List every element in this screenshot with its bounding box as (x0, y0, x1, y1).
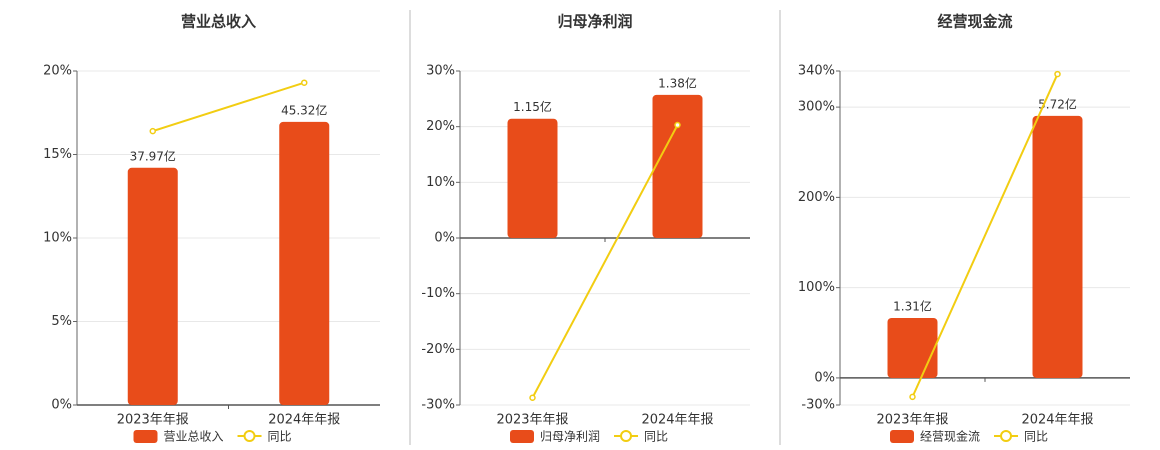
chart-title: 经营现金流 (937, 13, 1012, 31)
y-tick-label: 20% (426, 119, 455, 134)
y-tick-label: 100% (798, 280, 835, 295)
bar (127, 167, 178, 405)
legend-label: 归母净利润 (540, 430, 600, 444)
value-label: 1.15亿 (513, 99, 552, 114)
y-tick-label: 30% (426, 64, 455, 79)
y-tick-label: 5% (51, 314, 72, 329)
y-tick-label: -10% (421, 286, 455, 301)
line (152, 81, 305, 133)
bar (279, 121, 330, 406)
value-label: 37.97亿 (130, 148, 176, 163)
legend-swatch (243, 430, 256, 442)
y-tick-label: 0% (814, 370, 835, 385)
legend-label: 经营现金流 (920, 429, 980, 444)
value-label: 1.31亿 (893, 298, 932, 313)
legend-label: 同比 (644, 430, 668, 444)
x-tick-label: 2024年年报 (641, 413, 713, 428)
line (911, 73, 1059, 398)
value-label: 45.32亿 (281, 102, 327, 117)
y-tick-label: -30% (421, 398, 455, 413)
y-tick-label: 340% (798, 64, 835, 79)
line (531, 124, 679, 399)
line-point (301, 79, 308, 86)
y-tick-label: -30% (801, 398, 835, 413)
y-tick-label: 10% (43, 231, 72, 246)
y-tick-label: 10% (426, 175, 455, 190)
y-tick-label: 0% (434, 231, 455, 246)
chart-title: 归母净利润 (557, 13, 632, 31)
y-tick-label: 15% (43, 147, 72, 162)
legend-swatch (620, 430, 633, 442)
line-point (674, 121, 681, 129)
y-tick-label: 300% (798, 100, 835, 115)
line-point (1054, 70, 1061, 78)
legend-swatch (510, 430, 534, 443)
legend-swatch (890, 430, 914, 443)
bar (652, 94, 703, 238)
y-tick-label: 200% (798, 190, 835, 205)
y-tick-label: 20% (43, 64, 72, 79)
x-tick-label: 2023年年报 (117, 413, 189, 428)
bar (887, 317, 938, 378)
y-tick-label: -20% (421, 342, 455, 357)
chart-title: 营业总收入 (181, 13, 256, 31)
legend-swatch (1000, 430, 1013, 442)
line-point (149, 127, 156, 135)
y-tick-label: 0% (51, 398, 72, 413)
legend-label: 营业总收入 (164, 430, 224, 444)
value-label: 5.72亿 (1038, 96, 1077, 111)
bar (1032, 115, 1083, 378)
value-label: 1.38亿 (658, 75, 697, 90)
line-point (529, 394, 536, 402)
x-tick-label: 2024年年报 (268, 413, 340, 428)
x-tick-label: 2023年年报 (496, 413, 568, 428)
legend-label: 同比 (1024, 430, 1048, 444)
bar (507, 118, 558, 238)
x-tick-label: 2023年年报 (876, 413, 948, 428)
legend-swatch (133, 430, 158, 443)
x-tick-label: 2024年年报 (1021, 413, 1093, 428)
legend-label: 同比 (268, 430, 292, 444)
line-point (909, 393, 916, 401)
